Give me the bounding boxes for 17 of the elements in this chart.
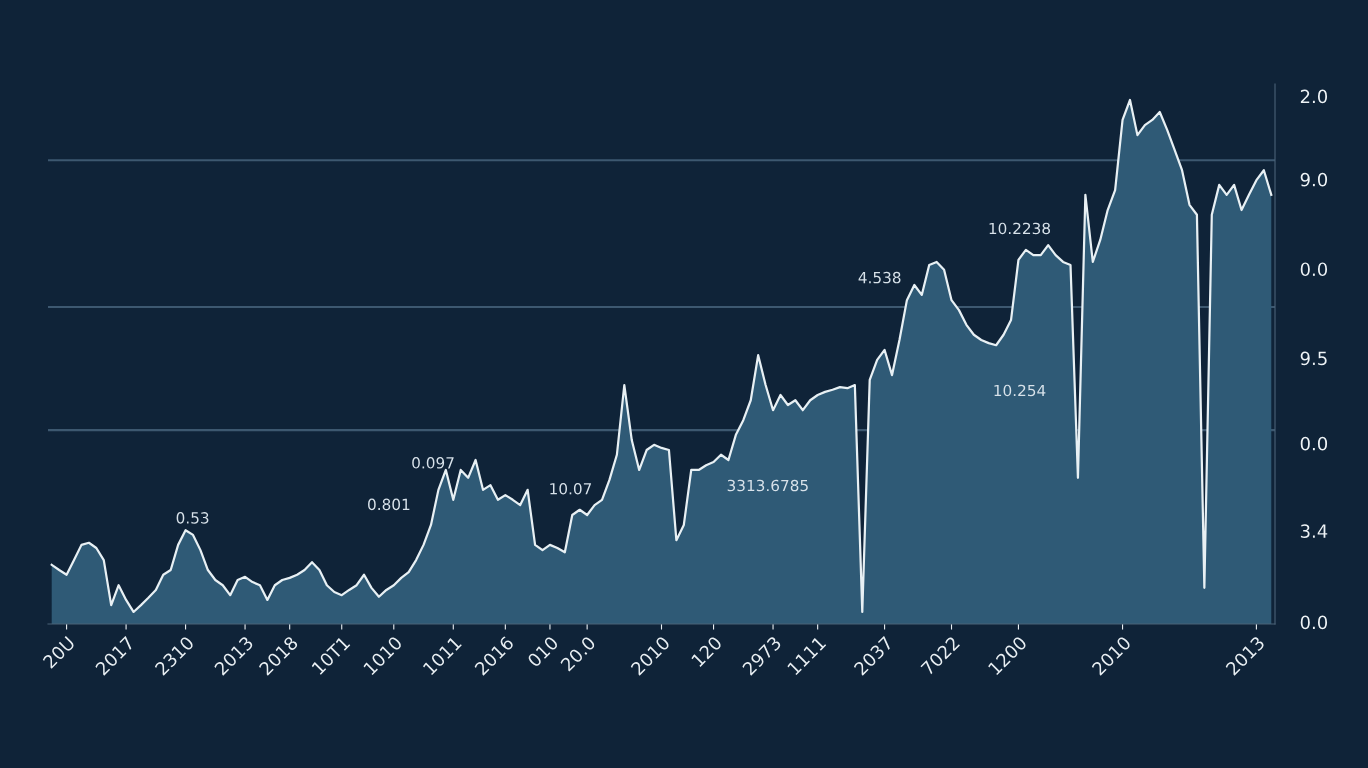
text: 3.4 bbox=[1300, 524, 1328, 538]
annotation: 10.254 bbox=[994, 384, 1046, 397]
text: 2.0 bbox=[1300, 89, 1328, 104]
text: 9.0 bbox=[1300, 172, 1328, 187]
annotation: 10.2238 bbox=[989, 222, 1051, 235]
annotation: 3313.6785 bbox=[727, 479, 808, 492]
annotation: 0.097 bbox=[412, 457, 454, 469]
annotation: 0.53 bbox=[176, 512, 209, 524]
text: 9.5 bbox=[1300, 351, 1327, 366]
text: 0.0 bbox=[1300, 615, 1328, 630]
annotation: 10.07 bbox=[550, 482, 592, 495]
annotation: 4.538 bbox=[858, 271, 901, 284]
text: 0.0 bbox=[1300, 436, 1328, 451]
text: 0.0 bbox=[1300, 262, 1328, 277]
annotation: 0.801 bbox=[368, 498, 410, 511]
x-tick-label: 010 bbox=[526, 635, 559, 668]
x-tick-label: 120 bbox=[690, 635, 723, 668]
